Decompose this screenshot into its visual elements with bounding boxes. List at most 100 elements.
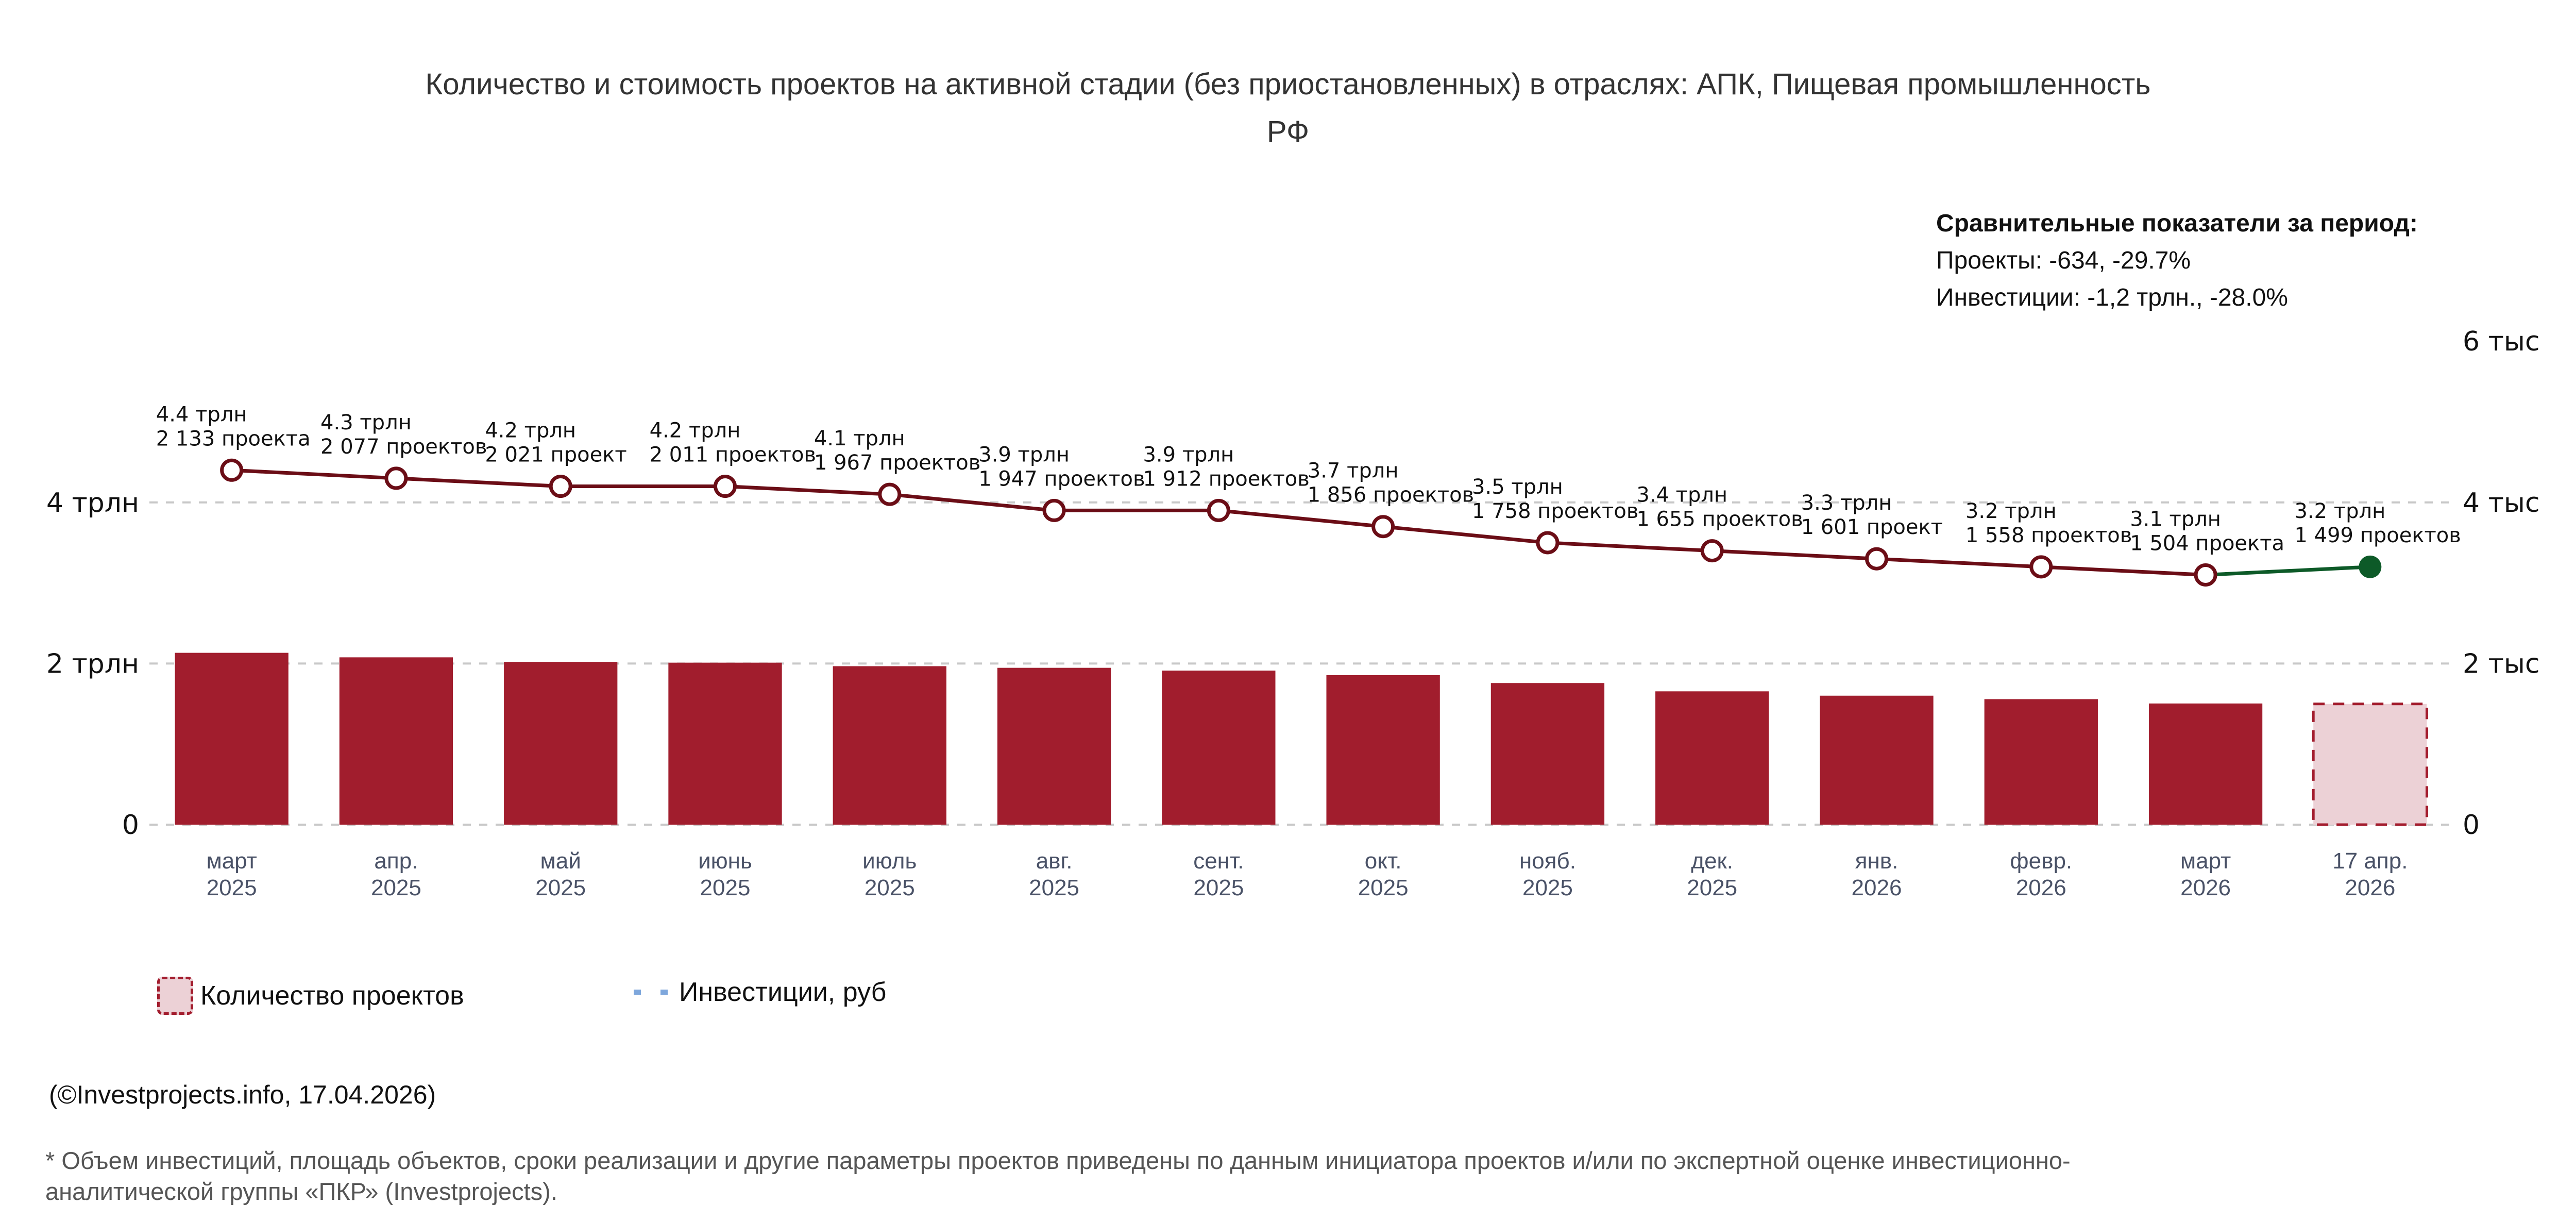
bar: [1490, 683, 1605, 825]
x-axis-month-label: февр.: [2010, 848, 2072, 874]
x-axis-year-label: 2026: [2345, 875, 2395, 900]
chart-title: Количество и стоимость проектов на актив…: [0, 61, 2576, 156]
summary-heading: Сравнительные показатели за период:: [1936, 210, 2418, 237]
x-axis-year-label: 2025: [1193, 875, 1244, 900]
left-axis-tick-label: 0: [122, 810, 139, 841]
footnote: * Объем инвестиций, площадь объектов, ср…: [45, 1147, 2071, 1205]
right-axis-tick-label: 0: [2463, 810, 2480, 841]
data-label-investment: 3.4 трлн: [1636, 483, 1727, 507]
data-label-investment: 3.3 трлн: [1801, 491, 1892, 515]
bar: [1655, 691, 1769, 825]
x-axis-year-label: 2026: [2180, 875, 2231, 900]
x-axis-year-label: 2025: [1687, 875, 1737, 900]
data-label-count: 1 504 проекта: [2130, 531, 2284, 555]
bar: [1326, 675, 1440, 825]
data-label-count: 1 947 проектов: [978, 467, 1145, 491]
data-label-investment: 3.7 трлн: [1308, 459, 1399, 483]
data-label-count: 1 601 проект: [1801, 515, 1943, 539]
data-label-count: 1 967 проектов: [814, 451, 980, 475]
x-axis-year-label: 2025: [207, 875, 257, 900]
x-axis-year-label: 2025: [1358, 875, 1409, 900]
x-axis-month-label: авг.: [1036, 848, 1073, 874]
comparison-summary: Сравнительные показатели за период: Прое…: [1936, 205, 2418, 316]
x-axis-year-label: 2025: [700, 875, 751, 900]
data-label-investment: 4.1 трлн: [814, 427, 905, 450]
data-label-investment: 3.5 трлн: [1472, 475, 1563, 499]
right-axis-tick-label: 4 тыс: [2463, 488, 2540, 518]
data-label-count: 1 655 проектов: [1636, 508, 1803, 531]
left-axis-tick-label: 2 трлн: [46, 648, 139, 679]
data-label-investment: 3.9 трлн: [1143, 443, 1234, 466]
investment-point: [2029, 555, 2053, 579]
x-axis-month-label: март: [2180, 848, 2231, 874]
x-axis-month-label: май: [540, 848, 581, 874]
x-axis-month-label: июнь: [698, 848, 752, 874]
investment-point: [1700, 539, 1724, 563]
data-label-investment: 3.9 трлн: [978, 443, 1070, 466]
investment-point: [1207, 498, 1230, 522]
data-label-investment: 4.4 трлн: [156, 403, 247, 426]
x-axis-month-label: сент.: [1193, 848, 1244, 874]
investment-point: [714, 475, 737, 498]
source-credit: (©Investprojects.info, 17.04.2026): [49, 1080, 436, 1109]
investment-point: [220, 458, 244, 482]
data-label-investment: 3.1 трлн: [2130, 507, 2221, 531]
investment-point: [1042, 498, 1066, 522]
bar: [339, 657, 453, 825]
data-label-count: 2 021 проект: [485, 443, 626, 467]
x-axis-year-label: 2025: [371, 875, 421, 900]
legend-item-count[interactable]: Количество проектов: [157, 977, 464, 1015]
x-axis-month-label: окт.: [1365, 848, 1402, 874]
investment-point: [1536, 531, 1560, 555]
investment-point: [878, 482, 902, 506]
data-label-count: 1 758 проектов: [1472, 499, 1638, 523]
grid-lines: [149, 501, 2452, 826]
bar: [1984, 699, 2098, 825]
bars: [175, 653, 2429, 826]
bar: [1162, 671, 1276, 825]
data-label-count: 1 558 проектов: [1965, 524, 2132, 547]
bar: [668, 662, 782, 825]
data-label-count: 1 856 проектов: [1308, 483, 1474, 507]
investment-point: [2194, 563, 2217, 587]
summary-investments: Инвестиции: -1,2 трлн., -28.0%: [1936, 284, 2288, 311]
x-axis-month-label: апр.: [374, 848, 418, 874]
data-label-count: 2 077 проектов: [320, 435, 487, 459]
chart-title-line1: Количество и стоимость проектов на актив…: [425, 68, 2151, 101]
investment-point: [384, 466, 408, 490]
x-axis-month-label: июль: [862, 848, 917, 874]
investment-point: [1371, 515, 1395, 539]
investment-point-current: [2359, 555, 2382, 578]
x-axis-month-label: 17 апр.: [2332, 848, 2408, 874]
investment-line-last-segment: [2205, 565, 2370, 577]
bar: [997, 667, 1111, 825]
data-label-investment: 4.2 трлн: [650, 419, 741, 443]
x-axis-month-label: нояб.: [1519, 848, 1576, 874]
bar-partial-period: [2312, 703, 2429, 826]
legend-swatch-count: [157, 977, 193, 1015]
data-label-investment: 4.3 трлн: [320, 411, 412, 434]
x-axis-month-label: март: [206, 848, 257, 874]
x-axis-year-label: 2025: [1029, 875, 1079, 900]
summary-projects: Проекты: -634, -29.7%: [1936, 247, 2191, 274]
x-axis-year-label: 2026: [2016, 875, 2066, 900]
data-label-count: 1 912 проектов: [1143, 467, 1309, 491]
bar: [175, 653, 289, 825]
investment-point: [1865, 547, 1888, 571]
investment-points: [220, 458, 2382, 587]
data-label-count: 1 499 проектов: [2294, 524, 2461, 547]
data-label-investment: 3.2 трлн: [1965, 499, 2057, 523]
legend-label-count: Количество проектов: [200, 981, 464, 1011]
data-label-count: 2 011 проектов: [650, 443, 816, 467]
legend-item-investments[interactable]: Инвестиции, руб: [634, 977, 886, 1008]
left-axis-tick-label: 4 трлн: [46, 488, 139, 518]
x-axis-year-label: 2026: [1852, 875, 1902, 900]
x-axis-year-label: 2025: [1522, 875, 1573, 900]
x-axis-year-label: 2025: [535, 875, 586, 900]
chart-title-line2: РФ: [1266, 115, 1310, 148]
bar: [2148, 703, 2263, 825]
legend-dash-line-icon: [634, 990, 670, 995]
